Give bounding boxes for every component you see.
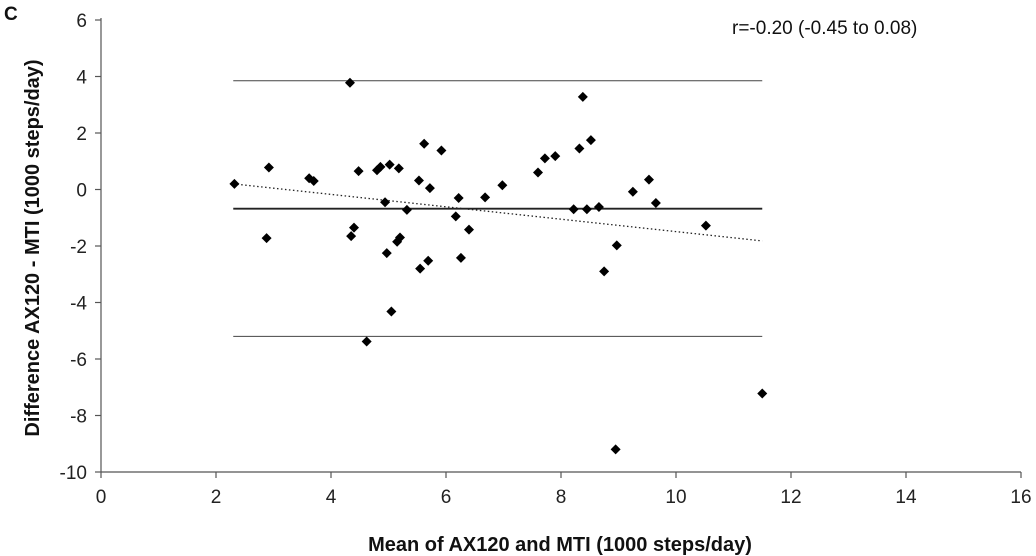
data-point-marker [539,153,550,164]
data-point-marker [650,198,661,209]
reference-lines [233,80,763,337]
data-point-marker [455,252,466,263]
data-point-marker [611,240,622,251]
data-point-marker [308,176,319,187]
data-point-marker [436,145,447,156]
x-axis-title: Mean of AX120 and MTI (1000 steps/day) [368,534,752,556]
data-point-marker [700,220,711,231]
y-tick-label: 0 [76,181,87,202]
data-point-marker [497,180,508,191]
y-tick-label: -2 [70,237,87,258]
x-tick-label: 12 [780,487,801,508]
data-point-marker [384,159,395,170]
y-tick-label: 6 [76,11,87,32]
data-point-marker [577,91,588,102]
data-point-marker [574,143,585,154]
data-point-marker [380,197,391,208]
data-point-marker [353,166,364,177]
y-tick-label: -4 [70,294,87,315]
data-point-marker [381,248,392,259]
x-tick-label: 14 [895,487,917,508]
data-point-marker [349,222,359,233]
y-tick-label: -10 [60,463,87,484]
x-tick-label: 2 [211,487,222,508]
data-point-marker [627,186,638,197]
data-point-marker [375,161,386,172]
x-tick-label: 10 [665,487,686,508]
data-point-marker [395,232,405,243]
x-tick-label: 8 [556,487,567,508]
panel-label: C [4,4,18,25]
data-point-marker [599,266,610,277]
y-tick-label: -8 [70,407,87,428]
data-point-marker [450,211,461,222]
data-point-marker [464,224,474,235]
data-point-marker [361,336,372,347]
data-point-marker [453,192,464,203]
data-point-marker [533,167,543,178]
x-tick-label: 4 [326,487,337,508]
data-point-marker [593,202,604,213]
data-point-marker [610,444,621,455]
data-points [229,77,768,455]
y-axis-title: Difference AX120 - MTI (1000 steps/day) [22,59,44,436]
x-tick-label: 6 [441,487,452,508]
data-point-marker [261,233,272,244]
data-point-marker [480,192,491,203]
y-tick-label: 2 [76,124,87,145]
data-point-marker [568,204,579,215]
x-tick-label: 16 [1010,487,1031,508]
data-point-marker [415,263,426,274]
regression-trendline [233,183,763,242]
correlation-annotation: r=-0.20 (-0.45 to 0.08) [732,18,917,39]
y-tick-label: 4 [76,68,87,89]
data-point-marker [423,255,434,266]
data-point-marker [643,174,654,185]
data-point-marker [550,151,561,162]
data-point-marker [229,178,240,189]
data-point-marker [581,204,592,215]
data-point-marker [386,306,397,317]
data-point-marker [344,77,355,88]
data-point-marker [401,204,412,215]
data-point-marker [346,231,357,242]
x-tick-label: 0 [96,487,107,508]
data-point-marker [393,163,404,174]
data-point-marker [424,183,435,194]
data-point-marker [263,162,274,173]
data-point-marker [585,135,596,146]
data-point-marker [413,175,424,186]
trendline-group [233,183,763,242]
y-tick-label: -6 [70,350,87,371]
axes: -10 -8 -6 -4 -2 0 2 4 6 0 2 4 6 8 10 12 14 16 [60,11,1032,508]
data-point-marker [757,388,768,399]
data-point-marker [419,138,430,149]
